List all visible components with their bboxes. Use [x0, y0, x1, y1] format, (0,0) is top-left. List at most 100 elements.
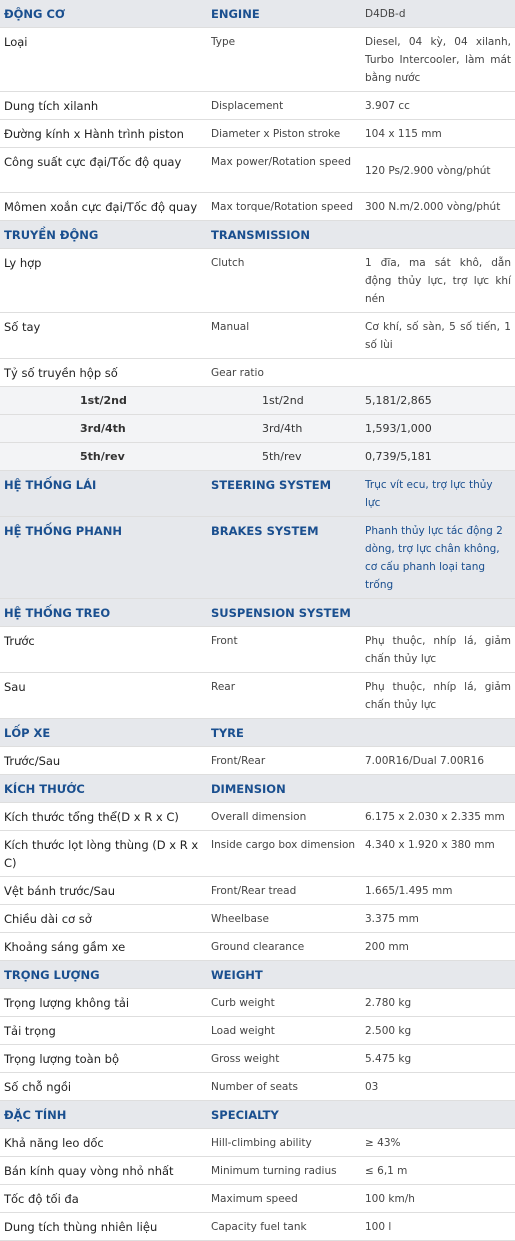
spec-label-en: Curb weight	[207, 988, 361, 1017]
spec-value: 0,739/5,181	[361, 442, 515, 471]
spec-label-en: Hill-climbing ability	[207, 1128, 361, 1157]
section-header-row: HỆ THỐNG PHANH BRAKES SYSTEM Phanh thủy lự…	[0, 516, 515, 599]
spec-value: 4.340 x 1.920 x 380 mm	[361, 830, 515, 877]
spec-row: Bán kính quay vòng nhỏ nhất Minimum turni…	[0, 1156, 515, 1185]
spec-label-vn: Khoảng sáng gầm xe	[0, 932, 207, 961]
spec-label-en: Max torque/Rotation speed	[207, 192, 361, 221]
spec-value: 1,593/1,000	[361, 414, 515, 443]
spec-row: Khoảng sáng gầm xe Ground clearance 200 mm	[0, 932, 515, 961]
spec-value: 03	[361, 1072, 515, 1101]
spec-value	[361, 718, 515, 747]
spec-value: 2.500 kg	[361, 1016, 515, 1045]
spec-label-vn: Tốc độ tối đa	[0, 1184, 207, 1213]
section-title-en: WEIGHT	[207, 960, 361, 989]
spec-row: Vệt bánh trước/Sau Front/Rear tread 1.665/…	[0, 876, 515, 905]
spec-value: Trục vít ecu, trợ lực thủy lực	[361, 470, 515, 517]
spec-label-en: Ground clearance	[207, 932, 361, 961]
spec-label-en: 5th/rev	[207, 442, 361, 471]
spec-label-en: Type	[207, 27, 361, 92]
spec-label-en: Max power/Rotation speed	[207, 147, 361, 193]
spec-value	[361, 358, 515, 387]
spec-label-en: Capacity fuel tank	[207, 1212, 361, 1241]
section-title-vn: HỆ THỐNG TREO	[0, 598, 207, 627]
spec-label-en: Overall dimension	[207, 802, 361, 831]
spec-label-en: Number of seats	[207, 1072, 361, 1101]
spec-value: 3.375 mm	[361, 904, 515, 933]
spec-value: D4DB-d	[361, 0, 515, 28]
spec-value: 3.907 cc	[361, 91, 515, 120]
spec-label-vn: Trước/Sau	[0, 746, 207, 775]
section-title-en: TYRE	[207, 718, 361, 747]
spec-value: Phanh thủy lực tác động 2 dòng, trợ lực …	[361, 516, 515, 599]
spec-label-en: Gear ratio	[207, 358, 361, 387]
section-title-vn: TRỌNG LƯỢNG	[0, 960, 207, 989]
spec-row: Tải trọng Load weight 2.500 kg	[0, 1016, 515, 1045]
spec-label-vn: Dung tích thùng nhiên liệu	[0, 1212, 207, 1241]
spec-value: 1.665/1.495 mm	[361, 876, 515, 905]
spec-value: 100 l	[361, 1212, 515, 1241]
spec-row: Sau Rear Phụ thuộc, nhíp lá, giảm chấn thủ…	[0, 672, 515, 719]
section-title-vn: ĐỘNG CƠ	[0, 0, 207, 28]
section-header-row: ĐỘNG CƠ ENGINE D4DB-d	[0, 0, 515, 28]
spec-value: 2.780 kg	[361, 988, 515, 1017]
spec-label-vn: Đường kính x Hành trình piston	[0, 119, 207, 148]
spec-row: Khả năng leo dốc Hill-climbing ability ≥ 4…	[0, 1128, 515, 1157]
spec-label-vn: 1st/2nd	[0, 386, 207, 415]
section-header-row: LỐP XE TYRE	[0, 718, 515, 747]
spec-row: Trước Front Phụ thuộc, nhíp lá, giảm chấn …	[0, 626, 515, 673]
spec-value: 200 mm	[361, 932, 515, 961]
spec-label-en: Gross weight	[207, 1044, 361, 1073]
spec-value: 1 đĩa, ma sát khô, dẫn động thủy lực, tr…	[361, 248, 515, 313]
spec-label-vn: Trọng lượng toàn bộ	[0, 1044, 207, 1073]
spec-label-en: Front/Rear	[207, 746, 361, 775]
spec-value: 104 x 115 mm	[361, 119, 515, 148]
spec-row: Đường kính x Hành trình piston Diameter x…	[0, 119, 515, 148]
spec-label-en: 1st/2nd	[207, 386, 361, 415]
gear-ratio-row: 1st/2nd 1st/2nd 5,181/2,865	[0, 386, 515, 415]
section-header-row: KÍCH THƯỚC DIMENSION	[0, 774, 515, 803]
section-title-en: TRANSMISSION	[207, 220, 361, 249]
spec-value: 5,181/2,865	[361, 386, 515, 415]
spec-label-vn: Số tay	[0, 312, 207, 359]
spec-label-vn: Công suất cực đại/Tốc độ quay	[0, 147, 207, 193]
spec-row: Công suất cực đại/Tốc độ quay Max power/R…	[0, 147, 515, 193]
spec-label-vn: Mômen xoắn cực đại/Tốc độ quay	[0, 192, 207, 221]
section-title-en: DIMENSION	[207, 774, 361, 803]
spec-value	[361, 598, 515, 627]
spec-label-en: Diameter x Piston stroke	[207, 119, 361, 148]
spec-value: 7.00R16/Dual 7.00R16	[361, 746, 515, 775]
spec-value: Cơ khí, số sàn, 5 số tiến, 1 số lùi	[361, 312, 515, 359]
spec-label-vn: Chiều dài cơ sở	[0, 904, 207, 933]
section-title-vn: KÍCH THƯỚC	[0, 774, 207, 803]
section-title-vn: HỆ THỐNG LÁI	[0, 470, 207, 517]
spec-row: Mômen xoắn cực đại/Tốc độ quay Max torque…	[0, 192, 515, 221]
spec-value: 6.175 x 2.030 x 2.335 mm	[361, 802, 515, 831]
spec-row: Tốc độ tối đa Maximum speed 100 km/h	[0, 1184, 515, 1213]
section-title-en: SPECIALTY	[207, 1100, 361, 1129]
spec-label-en: Rear	[207, 672, 361, 719]
spec-value: Diesel, 04 kỳ, 04 xilanh, Turbo Intercoo…	[361, 27, 515, 92]
spec-label-vn: Ly hợp	[0, 248, 207, 313]
section-title-en: STEERING SYSTEM	[207, 470, 361, 517]
spec-row: Số tay Manual Cơ khí, số sàn, 5 số tiến, 1…	[0, 312, 515, 359]
spec-label-en: Manual	[207, 312, 361, 359]
spec-label-en: Maximum speed	[207, 1184, 361, 1213]
section-title-vn: LỐP XE	[0, 718, 207, 747]
spec-row: Số chỗ ngồi Number of seats 03	[0, 1072, 515, 1101]
spec-row: Ly hợp Clutch 1 đĩa, ma sát khô, dẫn động …	[0, 248, 515, 313]
spec-label-vn: 3rd/4th	[0, 414, 207, 443]
spec-row: Trước/Sau Front/Rear 7.00R16/Dual 7.00R16	[0, 746, 515, 775]
spec-label-vn: Bán kính quay vòng nhỏ nhất	[0, 1156, 207, 1185]
spec-label-vn: Khả năng leo dốc	[0, 1128, 207, 1157]
spec-value: Phụ thuộc, nhíp lá, giảm chấn thủy lực	[361, 672, 515, 719]
spec-value: 5.475 kg	[361, 1044, 515, 1073]
section-title-vn: TRUYỀN ĐỘNG	[0, 220, 207, 249]
section-header-row: TRỌNG LƯỢNG WEIGHT	[0, 960, 515, 989]
spec-label-en: Front	[207, 626, 361, 673]
spec-label-en: Displacement	[207, 91, 361, 120]
spec-label-en: Inside cargo box dimension	[207, 830, 361, 877]
section-title-en: BRAKES SYSTEM	[207, 516, 361, 599]
spec-row: Tỷ số truyền hộp số Gear ratio	[0, 358, 515, 387]
gear-ratio-row: 3rd/4th 3rd/4th 1,593/1,000	[0, 414, 515, 443]
